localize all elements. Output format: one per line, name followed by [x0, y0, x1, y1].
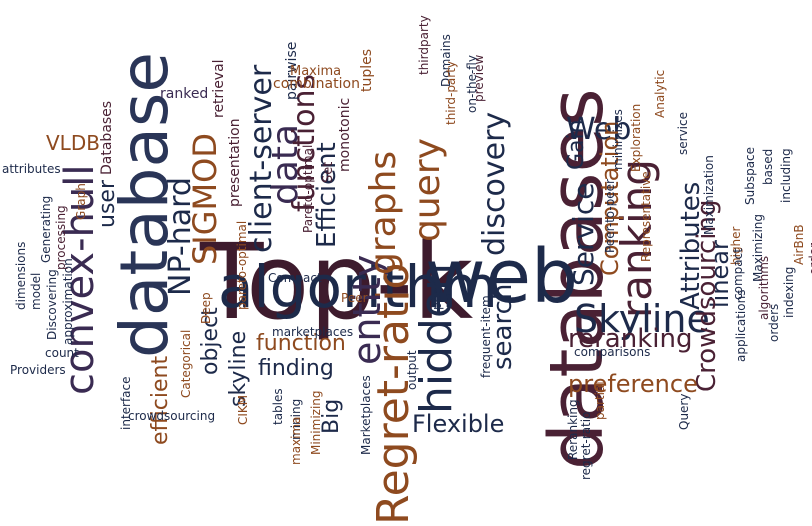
- word: including: [779, 148, 793, 203]
- word: Subspace: [743, 146, 757, 205]
- word: peer: [430, 282, 444, 310]
- word: Discovering: [45, 269, 59, 340]
- word: query: [407, 138, 448, 242]
- word: Analytic: [653, 69, 667, 118]
- word: service: [676, 112, 690, 155]
- word: finding: [258, 356, 334, 381]
- word: tables: [271, 388, 285, 425]
- word: approximation: [61, 258, 75, 345]
- word: Maxima: [290, 64, 342, 79]
- word: discovery: [477, 111, 512, 256]
- word: VLDB: [46, 131, 100, 155]
- word: Maximization: [702, 155, 716, 235]
- word: user: [95, 180, 120, 228]
- word: third-party: [444, 60, 458, 125]
- word: Representative: [639, 171, 653, 262]
- word: processing: [54, 205, 68, 270]
- word: ranked: [160, 86, 209, 102]
- word: combination: [273, 76, 360, 92]
- word: crowdsourcing: [128, 409, 216, 423]
- word: Service: [567, 182, 600, 286]
- word: tuples: [359, 48, 375, 92]
- word: reranking: [568, 324, 693, 354]
- word: Flexible: [412, 410, 505, 438]
- word: applications: [734, 289, 748, 362]
- word: orders: [767, 303, 781, 342]
- word: preference: [568, 370, 698, 398]
- word: Compact: [268, 271, 322, 285]
- word: count: [45, 346, 79, 360]
- word: algorithm: [218, 253, 498, 321]
- word: attributes: [2, 162, 61, 176]
- word: thirdparty: [417, 15, 431, 75]
- word: regret-ratio: [579, 411, 593, 480]
- word: Deep: [199, 292, 213, 324]
- word: dimensions: [14, 241, 28, 310]
- word: Big: [319, 398, 344, 434]
- word: monotonic: [337, 97, 353, 172]
- word: Categorical: [179, 329, 193, 398]
- word: Graph: [74, 183, 88, 220]
- word: preview: [472, 54, 486, 102]
- word: search: [488, 283, 518, 370]
- word: function: [256, 331, 346, 356]
- word: interface: [119, 376, 133, 430]
- word: Web: [566, 112, 632, 147]
- word: Peer-to-peer: [603, 179, 617, 253]
- word: Skyline: [574, 297, 710, 341]
- word: indexing: [782, 266, 796, 318]
- word: Generating: [39, 195, 53, 263]
- word: Gain: [564, 119, 589, 170]
- word: graphs: [363, 150, 404, 275]
- word: output: [405, 350, 419, 390]
- word: maxima: [289, 416, 303, 465]
- word: Providers: [10, 363, 66, 377]
- word: Exploration: [629, 103, 643, 172]
- word: pareto-optimal: [235, 220, 249, 310]
- word: order: [807, 243, 812, 275]
- word: Top-k: [200, 221, 474, 343]
- word: Marketplaces: [359, 375, 373, 455]
- word: Pareto-optimal: [301, 144, 315, 233]
- word: Databases: [99, 100, 115, 175]
- word: marketplaces: [272, 325, 354, 339]
- word: NP-hard: [163, 177, 198, 296]
- word: Peer: [341, 291, 368, 305]
- word: based: [761, 148, 775, 185]
- word: AirBnB: [792, 224, 806, 265]
- word: Query: [677, 393, 691, 430]
- word: Set: [321, 161, 336, 183]
- word: CIKM: [236, 394, 250, 425]
- word: frequent-item: [479, 295, 493, 378]
- word: client-server: [244, 64, 279, 253]
- word: efficient: [148, 355, 173, 445]
- word: model: [29, 272, 43, 310]
- word: comparisons: [574, 345, 651, 359]
- word: partial: [593, 381, 607, 420]
- word: Reranking: [566, 399, 580, 460]
- word: web: [425, 234, 579, 320]
- word: retrieval: [211, 59, 227, 118]
- word: minimizes: [611, 109, 625, 170]
- word: Minimizing: [309, 390, 323, 455]
- word: presentation: [227, 118, 243, 207]
